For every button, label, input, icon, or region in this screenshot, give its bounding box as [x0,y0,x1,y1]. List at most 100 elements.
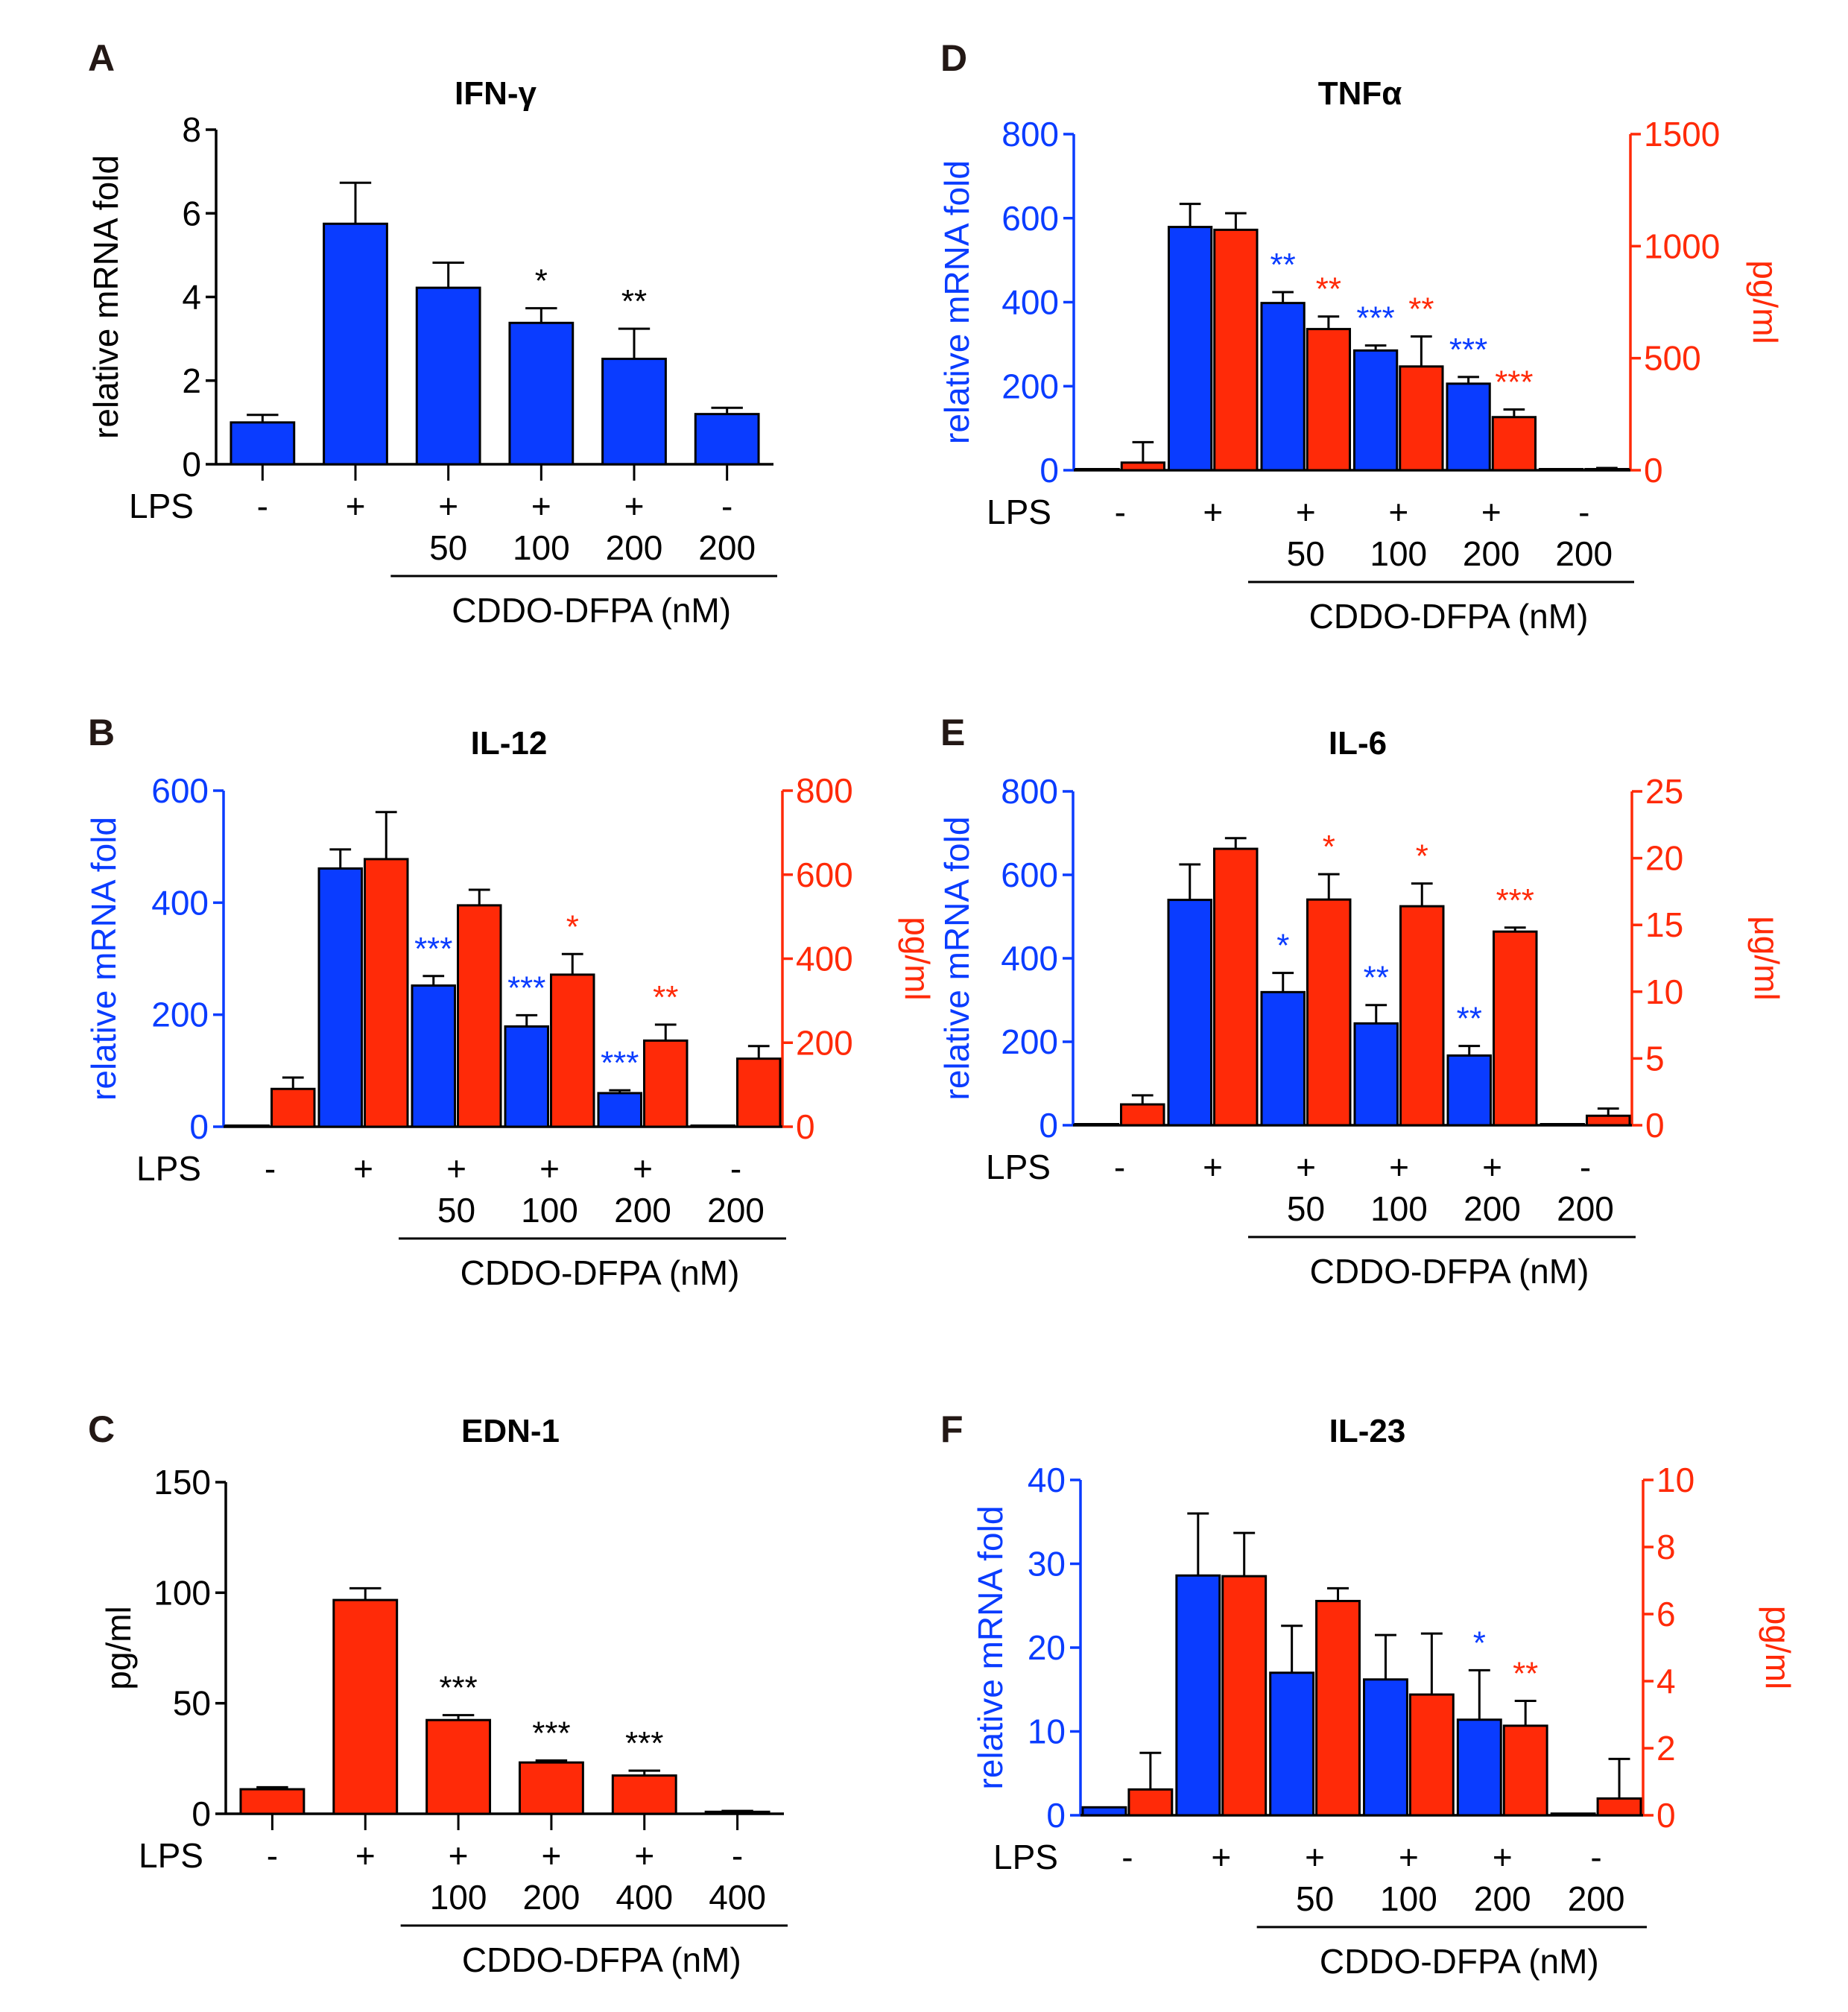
right-tick-label: 25 [1645,772,1683,811]
lps-sign: + [1296,1148,1316,1186]
bar [224,1124,270,1128]
lps-sign: + [541,1836,561,1875]
left-tick-label: 100 [154,1573,211,1612]
right-tick-label: 1000 [1644,227,1720,265]
bar [1120,1103,1165,1127]
left-tick-label: 20 [1028,1628,1066,1667]
lps-sign: - [1121,1838,1133,1876]
dose-label: 100 [430,1878,487,1917]
bar [1221,1575,1268,1817]
dose-label: 200 [707,1191,765,1230]
left-tick-label: 0 [189,1107,209,1146]
bar [1399,905,1445,1127]
bar [508,321,575,466]
bar [425,1718,492,1815]
lps-sign: - [1580,1148,1591,1186]
dose-label: 400 [616,1878,673,1917]
bar [317,867,363,1128]
chart-title: IL-6 [1329,725,1387,762]
panel-letter: E [940,712,965,753]
right-tick-label: 5 [1645,1039,1665,1078]
significance-marker: * [1276,928,1289,964]
bar [411,984,456,1128]
dose-label: 200 [523,1878,580,1917]
lps-sign: + [1482,1148,1502,1186]
right-tick-label: 20 [1645,839,1683,878]
lps-sign: - [721,487,732,525]
right-tick-label: 200 [796,1023,853,1062]
lps-label: LPS [136,1149,201,1188]
panel-f: F IL-23 0 10 20 30 40 relative mRNA fold 0 2 4 6 8 10… [940,1408,1797,1981]
bar [1081,1806,1127,1817]
left-tick-label: 0 [192,1794,211,1833]
bar [1260,990,1306,1127]
bar [1584,467,1630,472]
significance-marker: ** [1316,271,1341,308]
treatment-label: CDDO-DFPA (nM) [462,1940,741,1979]
dose-label: 100 [1370,1189,1428,1228]
bar [1502,1724,1548,1817]
left-tick-label: 600 [1001,855,1058,894]
bar [1306,328,1352,472]
bar [1074,1123,1119,1127]
significance-marker: ** [1408,291,1434,328]
left-tick-label: 200 [1001,367,1059,405]
lps-sign: - [257,487,268,525]
significance-marker: *** [1356,300,1394,337]
left-tick-label: 400 [1001,283,1059,322]
bar [1586,1114,1631,1127]
lps-sign: + [1493,1838,1513,1876]
dose-label: 200 [614,1191,671,1230]
bar [550,973,595,1128]
bar [1075,468,1120,472]
panel-letter: A [88,37,115,79]
significance-marker: *** [1449,332,1487,368]
left-tick-label: 600 [151,771,209,810]
significance-marker: ** [621,283,647,320]
bar [1540,1123,1585,1127]
panel-letter: F [940,1408,963,1450]
bar [1408,1693,1455,1817]
treatment-label: CDDO-DFPA (nM) [1320,1942,1599,1981]
bar [601,358,667,466]
left-tick-label: 400 [1001,939,1058,978]
bar [332,1598,399,1815]
significance-marker: *** [1496,882,1534,919]
significance-marker: *** [625,1725,663,1762]
bar [457,904,502,1128]
significance-marker: * [566,908,579,945]
bar [1127,1788,1174,1817]
lps-sign: + [1389,1148,1409,1186]
right-tick-label: 15 [1645,905,1683,944]
left-axis-label: relative mRNA fold [86,155,125,439]
dose-label: 200 [1568,1879,1625,1918]
left-tick-label: 150 [154,1463,211,1502]
lps-sign: + [1211,1838,1231,1876]
lps-sign: + [634,1836,654,1875]
lps-sign: - [1578,493,1589,531]
bar [1213,847,1259,1127]
dose-label: 200 [606,528,663,567]
bar [1353,1022,1399,1127]
panel-d: D TNFα 0 200 400 600 800 relative mRNA fold 0 500… [937,37,1785,636]
bar [239,1788,306,1815]
significance-marker: *** [414,931,452,967]
right-tick-label: 500 [1644,339,1701,378]
bar [1260,302,1306,472]
significance-marker: * [1473,1625,1486,1661]
lps-sign: + [1305,1838,1325,1876]
dose-label: 200 [698,528,756,567]
left-tick-label: 400 [151,883,209,922]
lps-label: LPS [129,487,194,525]
left-axis-label: relative mRNA fold [937,817,976,1101]
left-tick-label: 6 [182,194,201,232]
right-axis-label: μg/ml [1747,916,1786,1000]
dose-label: 200 [1463,534,1520,573]
bar [1493,930,1538,1127]
left-tick-label: 0 [1040,451,1059,490]
panel-letter: B [88,712,115,753]
panel-c: C EDN-1 0 50 100 150 pg/ml *** *** *** LPS - + + + + - 10… [88,1408,788,1979]
lps-sign: + [1399,1838,1419,1876]
significance-marker: *** [1495,364,1533,401]
